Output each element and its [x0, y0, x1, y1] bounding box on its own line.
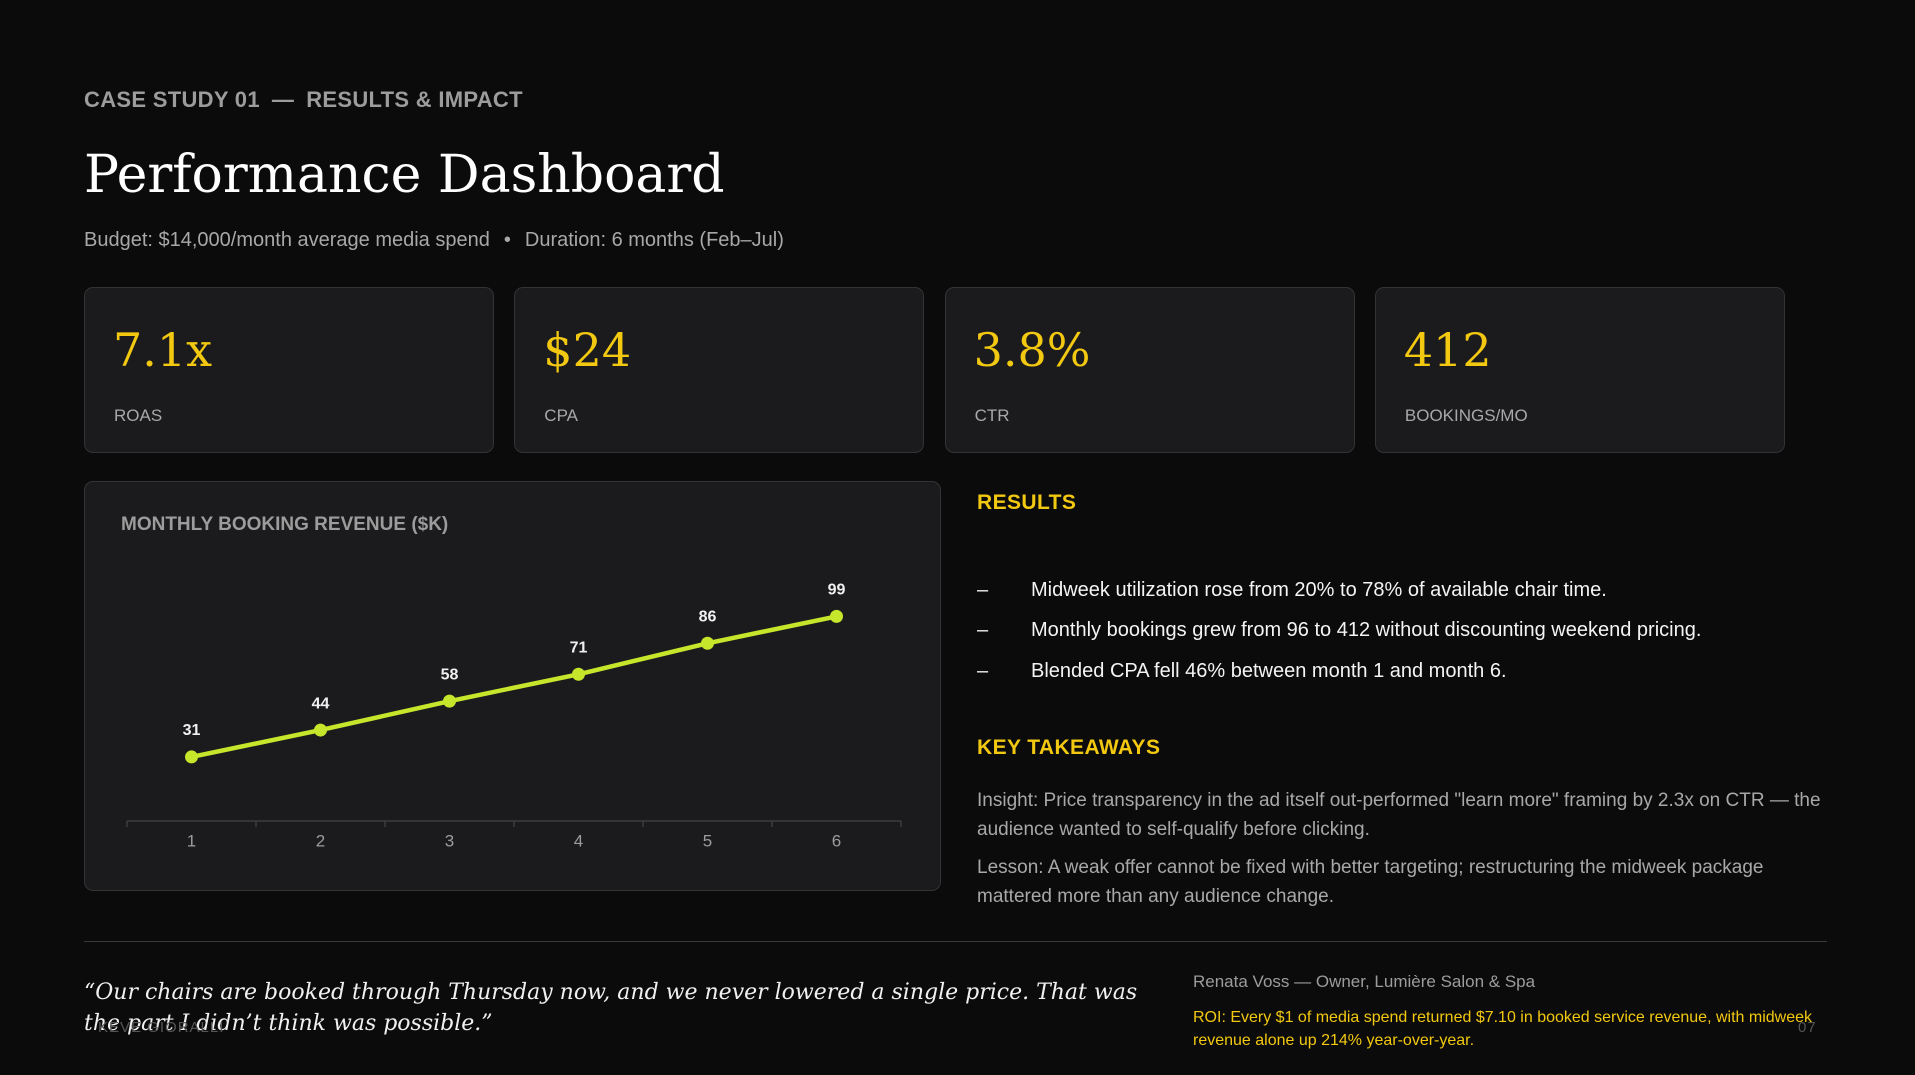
x-tick-label: 6: [832, 831, 841, 850]
result-item: – Blended CPA fell 46% between month 1 an…: [977, 660, 1507, 683]
eyebrow-separator: —: [271, 87, 295, 112]
results-heading: RESULTS: [977, 491, 1077, 514]
x-tick-label: 4: [574, 831, 583, 850]
duration: Duration: 6 months (Feb–Jul): [524, 229, 784, 251]
takeaways-heading: KEY TAKEAWAYS: [977, 736, 1161, 759]
roi-note: ROI: Every $1 of media spend returned $7…: [1193, 1009, 1812, 1049]
kpi-label: CTR: [974, 406, 1010, 425]
point: [830, 609, 843, 623]
x-tick-label: 5: [703, 831, 712, 850]
kpi-value: 7.1x: [113, 323, 213, 377]
result-text: Monthly bookings grew from 96 to 412 wit…: [1031, 619, 1702, 642]
kpi-value: 412: [1403, 323, 1492, 377]
point: [314, 723, 327, 737]
dash: –: [977, 619, 989, 642]
kpi-label: BOOKINGS/MO: [1404, 406, 1528, 425]
kpi-card: 412 BOOKINGS/MO: [1374, 287, 1785, 453]
kpi-card: 7.1x ROAS: [84, 287, 494, 453]
value-label: 86: [699, 608, 717, 625]
value-label: 58: [441, 666, 459, 683]
bullet: •: [503, 229, 511, 251]
eyebrow-label: CASE STUDY 01: [84, 87, 260, 112]
subtitle: Budget: $14,000/month average media spen…: [84, 229, 798, 252]
kpi-value: $24: [543, 323, 632, 377]
dash: –: [977, 579, 989, 601]
kpi-label: CPA: [544, 406, 578, 425]
quote: “Our chairs are booked through Thursday …: [84, 980, 1138, 1036]
value-label: 99: [828, 582, 846, 599]
result-text: Midweek utilization rose from 20% to 78%…: [1031, 579, 1607, 601]
x-tick-label: 3: [445, 831, 454, 850]
footer-brand: KEVE GIORALLI: [98, 1019, 225, 1036]
divider: [84, 941, 1827, 942]
page-title: Performance Dashboard: [84, 145, 725, 205]
kpi-card: 3.8% CTR: [944, 287, 1355, 453]
lesson: Lesson: A weak offer cannot be fixed wit…: [977, 857, 1764, 907]
value-label: 44: [312, 695, 330, 712]
point: [572, 667, 585, 681]
result-item: – Monthly bookings grew from 96 to 412 wi…: [977, 619, 1701, 642]
x-tick-label: 1: [187, 831, 196, 850]
kpi-label: ROAS: [114, 406, 163, 425]
point: [701, 636, 714, 650]
point: [443, 694, 456, 708]
dash: –: [977, 659, 989, 682]
budget: Budget: $14,000/month average media spen…: [84, 229, 490, 251]
line: [189, 614, 839, 760]
x-tick-label: 2: [316, 831, 325, 850]
value-label: 31: [183, 722, 201, 739]
result-text: Blended CPA fell 46% between month 1 and…: [1031, 659, 1507, 682]
insight: Insight: Price transparency in the ad it…: [977, 790, 1821, 840]
chart: MONTHLY BOOKING REVENUE ($K) 1 2 3 4 5 6 31 44 5…: [121, 514, 902, 850]
chart-title: MONTHLY BOOKING REVENUE ($K): [121, 514, 448, 535]
kpi-value: 3.8%: [973, 323, 1091, 377]
page-number: 07: [1798, 1019, 1817, 1036]
result-item: – Midweek utilization rose from 20% to 78…: [977, 579, 1607, 602]
attribution: Renata Voss — Owner, Lumière Salon & Spa: [1193, 972, 1536, 991]
chart-card: MONTHLY BOOKING REVENUE ($K) 1 2 3 4 5 6 31 44 5…: [84, 481, 941, 891]
eyebrow: CASE STUDY 01 — RESULTS & IMPACT: [84, 87, 535, 113]
value-label: 71: [570, 639, 588, 656]
point: [185, 750, 198, 764]
kpi-card: $24 CPA: [514, 287, 925, 453]
eyebrow-section: RESULTS & IMPACT: [306, 87, 523, 112]
